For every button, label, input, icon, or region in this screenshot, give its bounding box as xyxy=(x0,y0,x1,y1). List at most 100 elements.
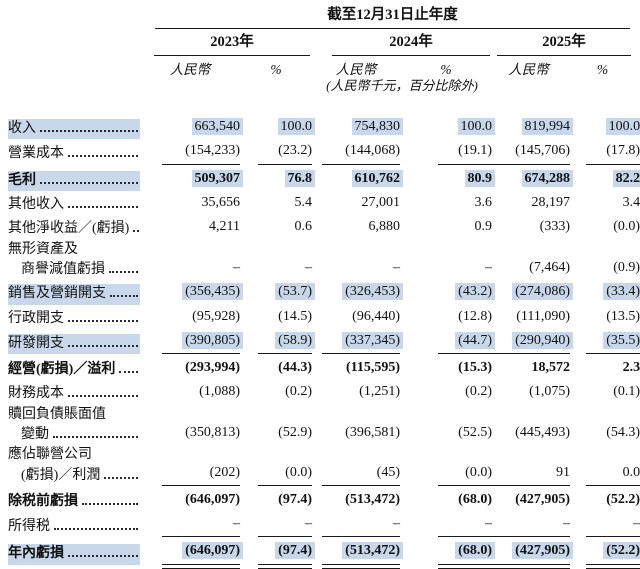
rmb-value-2023: (202) xyxy=(209,464,240,480)
value-cell: (44.7) xyxy=(438,329,495,355)
rmb-value-2023: 4,211 xyxy=(209,219,240,235)
currency-label-2023: 人民幣 xyxy=(169,61,211,77)
row-label: 商譽減值虧損 xyxy=(8,260,140,280)
pct-value-2024: (0.2) xyxy=(465,384,492,400)
rmb-value-2025: 28,197 xyxy=(531,195,571,211)
value-cell: (111,090) xyxy=(492,305,570,329)
pct-value-2023: (0.2) xyxy=(285,384,312,400)
row-label-text: 營業成本 xyxy=(8,146,64,162)
row-label-top: 贖回負債賬面值 xyxy=(8,406,106,422)
row-label: 其他收入 xyxy=(8,195,140,215)
value-cell: (293,994) xyxy=(162,356,240,380)
pct-value-2023: 100.0 xyxy=(277,118,315,136)
dot-leader xyxy=(119,371,138,374)
pct-value-2023: – xyxy=(305,516,312,532)
value-cell: (445,493) xyxy=(492,421,570,445)
row-label: 年內虧損 xyxy=(8,544,140,565)
value-cell: (12.8) xyxy=(438,305,492,329)
value-cell: (13.5) xyxy=(586,305,640,329)
value-cell: 82.2 xyxy=(586,167,640,191)
rmb-value-2023: (350,813) xyxy=(185,424,240,440)
rmb-value-2024: (144,068) xyxy=(345,143,400,159)
percent-label-2025: % xyxy=(596,61,609,77)
dot-leader xyxy=(68,555,138,558)
value-cell: – xyxy=(258,512,312,538)
value-cell: 819,994 xyxy=(492,115,573,139)
value-cell: 0.6 xyxy=(258,215,313,239)
rmb-value-2025: (333) xyxy=(539,219,570,235)
year-header-2025: 2025年 xyxy=(497,29,632,56)
table-row: 其他淨收益／(虧損) 4,211 0.6 6,880 0.9 (333) (0.… xyxy=(0,215,640,239)
rmb-value-2025: (145,706) xyxy=(515,143,570,159)
row-label: 變動 xyxy=(8,425,140,445)
value-cell: (43.2) xyxy=(438,280,495,304)
pct-value-2024: (68.0) xyxy=(458,491,492,507)
period-title: 截至12月31日止年度 xyxy=(155,6,631,29)
pct-value-2023: 0.6 xyxy=(294,219,313,235)
rmb-value-2025: 819,994 xyxy=(521,118,573,136)
value-cell: 0.0 xyxy=(586,461,640,486)
value-cell: 3.6 xyxy=(438,191,493,215)
pct-value-2023: (0.0) xyxy=(285,464,312,480)
value-cell: (646,097) xyxy=(162,488,240,512)
dot-leader xyxy=(82,502,138,505)
value-cell: – xyxy=(438,256,492,280)
rmb-value-2025: (111,090) xyxy=(516,308,570,324)
value-cell: (53.7) xyxy=(258,280,315,304)
rmb-value-2025: 674,288 xyxy=(521,169,573,187)
dot-leader xyxy=(133,230,140,233)
row-label-text: 商譽減值虧損 xyxy=(21,261,105,277)
value-cell: 610,762 xyxy=(322,167,403,191)
row-label-text: 年內虧損 xyxy=(8,546,64,562)
value-cell: (35.5) xyxy=(586,329,640,355)
rmb-value-2024: (326,453) xyxy=(342,283,403,301)
row-label-text: 銷售及營銷開支 xyxy=(8,286,106,302)
rmb-value-2024: (396,581) xyxy=(345,424,400,440)
pct-value-2024: (43.2) xyxy=(455,283,495,301)
value-cell: 3.4 xyxy=(586,191,640,215)
rmb-value-2024: (115,595) xyxy=(345,360,400,376)
value-cell: (52.2) xyxy=(586,488,640,512)
table-row: 財務成本 (1,088) (0.2) (1,251) (0.2) (1,075)… xyxy=(0,380,640,404)
value-cell: (290,940) xyxy=(492,329,573,355)
table-row: 其他收入 35,656 5.4 27,001 3.6 28,197 3.4 xyxy=(0,191,640,215)
pct-value-2025: (33.4) xyxy=(603,283,640,301)
table-row: 研發開支 (390,805) (58.9) (337,345) (44.7) (… xyxy=(0,329,640,356)
pct-value-2024: (44.7) xyxy=(455,331,495,349)
row-label-text: 財務成本 xyxy=(8,386,64,402)
value-cell: (0.0) xyxy=(258,461,312,486)
table-row: 銷售及營銷開支 (356,435) (53.7) (326,453) (43.2… xyxy=(0,280,640,305)
rmb-value-2024: – xyxy=(393,516,400,532)
pct-value-2025: 2.3 xyxy=(622,360,640,376)
income-statement-table: 截至12月31日止年度 2023年 2024年 2025年 人民幣 % 人民幣 … xyxy=(0,6,640,569)
value-cell: (0.1) xyxy=(586,380,640,404)
row-label-text: 變動 xyxy=(21,426,49,442)
value-cell: – xyxy=(322,512,400,538)
table-body: 收入 663,540 100.0 754,830 100.0 819,994 1… xyxy=(0,115,640,569)
table-row: 除税前虧損 (646,097) (97.4) (513,472) (68.0) … xyxy=(0,488,640,512)
rmb-value-2023: – xyxy=(233,259,240,275)
value-cell: (33.4) xyxy=(586,280,640,304)
pct-value-2025: (0.1) xyxy=(613,384,640,400)
value-cell: (144,068) xyxy=(322,139,400,165)
value-cell: (23.2) xyxy=(258,139,312,165)
rmb-value-2024: (1,251) xyxy=(359,384,400,400)
row-label: 財務成本 xyxy=(8,384,140,404)
pct-value-2024: (15.3) xyxy=(458,360,492,376)
value-cell: 18,572 xyxy=(492,356,571,380)
row-label-top: 無形資產及 xyxy=(8,241,78,257)
rmb-value-2023: (154,233) xyxy=(185,143,240,159)
value-cell: (202) xyxy=(162,461,240,486)
rmb-value-2023: (95,928) xyxy=(192,308,240,324)
row-label-text: 其他收入 xyxy=(8,197,64,213)
row-label-text: (虧損)／利潤 xyxy=(21,467,101,483)
value-cell: (52.2) xyxy=(586,539,640,569)
value-cell: (0.0) xyxy=(586,215,640,239)
value-cell: 76.8 xyxy=(258,167,315,191)
value-cell: (44.3) xyxy=(258,356,312,380)
pct-value-2024: (0.0) xyxy=(465,464,492,480)
unit-note: (人民幣千元，百分比除外) xyxy=(326,78,478,94)
row-label: 營業成本 xyxy=(8,144,140,164)
pct-value-2025: (54.3) xyxy=(606,424,640,440)
value-cell: (45) xyxy=(322,461,400,486)
